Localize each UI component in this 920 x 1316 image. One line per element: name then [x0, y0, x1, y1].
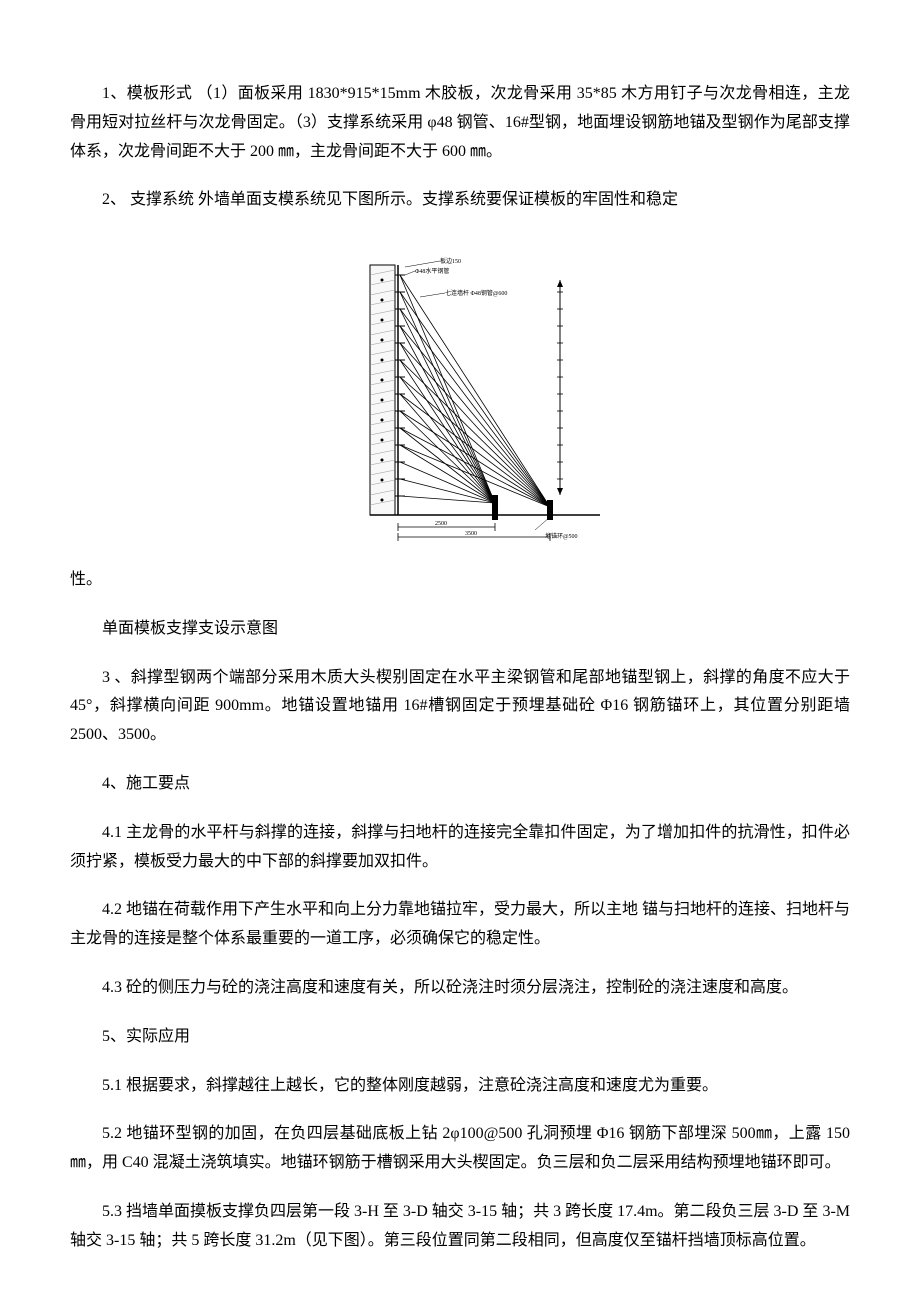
paragraph-4: 4、施工要点 [70, 770, 850, 799]
paragraph-1: 1、模板形式 （1）面板采用 1830*915*15mm 木胶板，次龙骨采用 3… [70, 80, 850, 166]
paragraph-5-2: 5.2 地锚环型钢的加固，在负四层基础底板上钻 2φ100@500 孔洞预埋 Φ… [70, 1120, 850, 1178]
formwork-diagram: 板边150 Φ48水平钢管 七连墙杆 Φ48钢管@600 地锚环@500 250… [340, 245, 640, 545]
diagram-container: 板边150 Φ48水平钢管 七连墙杆 Φ48钢管@600 地锚环@500 250… [70, 245, 850, 556]
paragraph-2-suffix: 性。 [70, 566, 850, 595]
svg-text:Φ48水平钢管: Φ48水平钢管 [415, 267, 449, 275]
paragraph-4-2: 4.2 地锚在荷载作用下产生水平和向上分力靠地锚拉牢，受力最大，所以主地 锚与扫… [70, 896, 850, 954]
svg-text:3500: 3500 [465, 531, 477, 537]
paragraph-3: 3 、斜撑型钢两个端部分采用木质大头楔别固定在水平主梁钢管和尾部地锚型钢上，斜撑… [70, 664, 850, 750]
paragraph-4-1: 4.1 主龙骨的水平杆与斜撑的连接，斜撑与扫地杆的连接完全靠扣件固定，为了增加扣… [70, 819, 850, 877]
paragraph-5-1: 5.1 根据要求，斜撑越往上越长，它的整体刚度越弱，注意砼浇注高度和速度尤为重要… [70, 1072, 850, 1101]
svg-text:板边150: 板边150 [440, 257, 461, 265]
svg-text:2500: 2500 [435, 521, 447, 527]
svg-text:七连墙杆 Φ48钢管@600: 七连墙杆 Φ48钢管@600 [445, 289, 507, 297]
paragraph-5-3: 5.3 挡墙单面摸板支撑负四层第一段 3-H 至 3-D 轴交 3-15 轴；共… [70, 1198, 850, 1256]
paragraph-2-prefix: 2、 支撑系统 外墙单面支模系统见下图所示。支撑系统要保证模板的牢固性和稳定 [70, 186, 850, 215]
paragraph-5: 5、实际应用 [70, 1023, 850, 1052]
paragraph-4-3: 4.3 砼的侧压力与砼的浇注高度和速度有关，所以砼浇注时须分层浇注，控制砼的浇注… [70, 974, 850, 1003]
diagram-caption: 单面模板支撑支设示意图 [70, 615, 850, 644]
